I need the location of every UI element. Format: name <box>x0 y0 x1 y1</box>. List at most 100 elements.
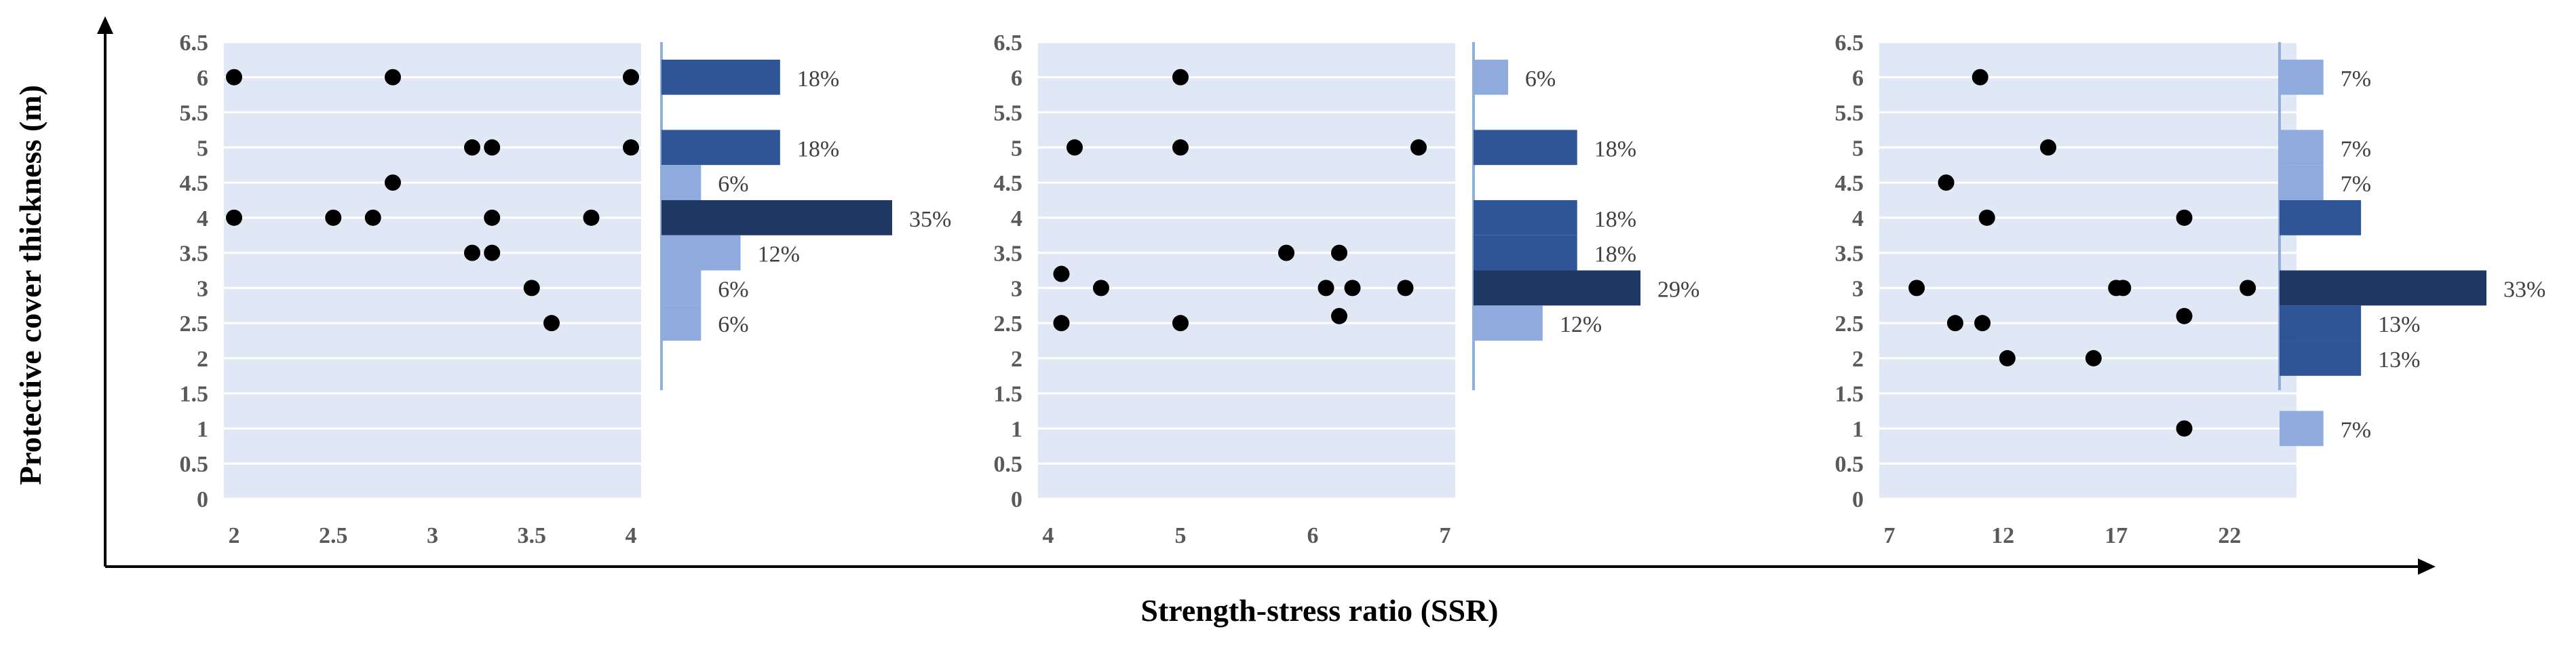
data-point <box>464 244 480 261</box>
y-tick-label: 1 <box>1011 417 1022 442</box>
y-tick-label: 2 <box>1011 347 1022 372</box>
data-point <box>1172 315 1189 332</box>
data-point <box>1946 315 1963 332</box>
histogram-bar-label: 18% <box>1594 136 1636 162</box>
y-tick-label: 3 <box>197 276 208 301</box>
histogram-bar-label: 35% <box>909 207 951 232</box>
y-tick-label: 1 <box>1852 417 1864 442</box>
y-tick-label: 3.5 <box>1835 242 1864 267</box>
histogram-bar <box>661 305 701 341</box>
y-tick-label: 6 <box>1852 66 1864 91</box>
y-tick-label: 1.5 <box>1835 382 1864 407</box>
histogram-bar <box>2280 305 2362 341</box>
y-tick-label: 4.5 <box>994 171 1023 196</box>
histogram-bar <box>661 165 701 200</box>
histogram-bar <box>2280 165 2324 200</box>
histogram-bar-label: 6% <box>718 172 748 197</box>
y-tick-label: 3.5 <box>994 242 1023 267</box>
y-tick-label: 5.5 <box>1835 101 1864 126</box>
histogram-bar-label: 6% <box>718 312 748 337</box>
y-tick-label: 2.5 <box>1835 311 1864 337</box>
y-tick-label: 4 <box>197 206 208 231</box>
y-tick-label: 1.5 <box>994 382 1023 407</box>
histogram-bar-label: 29% <box>1657 277 1699 302</box>
x-tick-label: 17 <box>2104 523 2128 548</box>
data-point <box>2085 349 2102 366</box>
data-point <box>484 209 501 226</box>
histogram-bar-label: 7% <box>2341 66 2371 92</box>
histogram-bar-label: 12% <box>758 242 800 267</box>
panel-3: 0 0.5 1 1.5 2 2.5 3 3.5 4 4.5 5 5.5 6 6.5 7 12 17 22 7% 7% 7… <box>1835 31 2546 548</box>
histogram-bar-label: 7% <box>2341 172 2371 197</box>
plot-area-2 <box>1038 42 1455 499</box>
y-tick-label: 5.5 <box>994 101 1023 126</box>
histogram-bar <box>2280 200 2362 235</box>
histogram-bar-label: 33% <box>2503 277 2545 302</box>
histogram-bar <box>661 235 741 271</box>
y-tick-label: 0 <box>197 487 208 512</box>
histogram-bar <box>2280 270 2486 306</box>
histogram-bar-label: 12% <box>1560 312 1602 337</box>
data-point <box>1093 280 1109 297</box>
data-point <box>1344 280 1361 297</box>
histogram-bar <box>661 130 780 166</box>
plot-area-3 <box>1879 42 2296 499</box>
data-point <box>385 174 401 191</box>
data-point <box>1318 280 1334 297</box>
y-tick-label: 6.5 <box>994 31 1023 56</box>
y-tick-label: 4.5 <box>180 171 209 196</box>
histogram-bar <box>661 200 892 235</box>
histogram-bar <box>2280 59 2324 95</box>
x-tick-label: 22 <box>2218 523 2241 548</box>
y-tick-label: 6.5 <box>1835 31 1864 56</box>
data-point <box>1410 139 1427 156</box>
y-tick-label: 4 <box>1011 206 1022 231</box>
histogram-bar-label: 18% <box>797 136 839 162</box>
histogram-bar-label: 13% <box>2378 312 2420 337</box>
x-tick-label: 7 <box>1884 523 1896 548</box>
data-point <box>623 139 639 156</box>
data-point <box>623 69 639 86</box>
data-point <box>464 139 480 156</box>
data-point <box>1066 139 1083 156</box>
data-point <box>1974 315 1991 332</box>
data-point <box>1278 244 1294 261</box>
data-point <box>1172 69 1189 86</box>
histogram-bar-label: 18% <box>1594 242 1636 267</box>
histogram-bar-label: 13% <box>2378 347 2420 373</box>
histogram-bar <box>2280 341 2362 376</box>
data-point <box>2239 280 2256 297</box>
y-tick-label: 6.5 <box>180 31 209 56</box>
y-axis-arrowhead <box>97 16 113 34</box>
histogram-bar <box>1474 235 1577 271</box>
x-tick-label: 3.5 <box>518 523 547 548</box>
x-tick-label: 2.5 <box>319 523 348 548</box>
y-tick-label: 5.5 <box>180 101 209 126</box>
y-tick-label: 0 <box>1011 487 1022 512</box>
x-tick-label: 4 <box>1043 523 1054 548</box>
histogram-bar <box>1474 200 1577 235</box>
data-point <box>484 244 501 261</box>
histogram-bar <box>1474 59 1508 95</box>
histogram-bar-label: 7% <box>2341 136 2371 162</box>
plot-area-1 <box>224 42 641 499</box>
x-tick-label: 5 <box>1175 523 1187 548</box>
histogram-bar-label: 6% <box>1525 66 1556 92</box>
data-point <box>1172 139 1189 156</box>
x-tick-label: 2 <box>229 523 240 548</box>
histogram-bar <box>2280 130 2324 166</box>
y-tick-label: 0 <box>1852 487 1864 512</box>
histogram-bar-label: 7% <box>2341 417 2371 442</box>
data-point <box>543 315 560 332</box>
histogram-bar <box>1474 270 1641 306</box>
data-point <box>2176 307 2193 324</box>
data-point <box>1938 174 1955 191</box>
data-point <box>523 280 540 297</box>
x-axis-title: Strength-stress ratio (SSR) <box>1140 593 1498 628</box>
histogram-bar <box>2280 411 2324 446</box>
panel-2: 0 0.5 1 1.5 2 2.5 3 3.5 4 4.5 5 5.5 6 6.5 4 5 6 7 6% 18% 18%… <box>994 31 1700 548</box>
y-tick-label: 0.5 <box>1835 452 1864 477</box>
data-point <box>1331 307 1347 324</box>
y-tick-label: 1 <box>197 417 208 442</box>
data-point <box>1053 315 1070 332</box>
